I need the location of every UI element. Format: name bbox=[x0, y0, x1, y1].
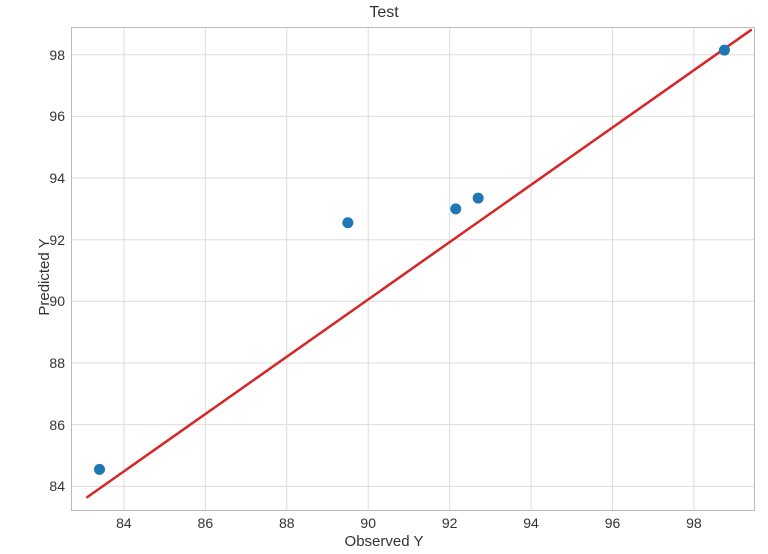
y-tick-label: 98 bbox=[49, 47, 65, 63]
y-tick-label: 94 bbox=[49, 170, 65, 186]
plot-area bbox=[71, 27, 755, 511]
x-tick-label: 92 bbox=[442, 515, 458, 531]
x-axis-label: Observed Y bbox=[0, 533, 768, 550]
y-tick-label: 92 bbox=[49, 232, 65, 248]
x-tick-label: 96 bbox=[605, 515, 621, 531]
y-tick-label: 84 bbox=[49, 478, 65, 494]
y-tick-label: 86 bbox=[49, 417, 65, 433]
x-tick-label: 98 bbox=[686, 515, 702, 531]
x-tick-label: 86 bbox=[198, 515, 214, 531]
y-tick-label: 88 bbox=[49, 355, 65, 371]
x-tick-label: 88 bbox=[279, 515, 295, 531]
chart-container: Test Predicted Y Observed Y 848688909294… bbox=[0, 0, 768, 554]
plot-svg bbox=[71, 27, 755, 511]
y-tick-label: 96 bbox=[49, 108, 65, 124]
x-tick-label: 84 bbox=[116, 515, 132, 531]
chart-title: Test bbox=[0, 4, 768, 22]
y-tick-label: 90 bbox=[49, 293, 65, 309]
x-tick-label: 94 bbox=[523, 515, 539, 531]
x-tick-label: 90 bbox=[360, 515, 376, 531]
